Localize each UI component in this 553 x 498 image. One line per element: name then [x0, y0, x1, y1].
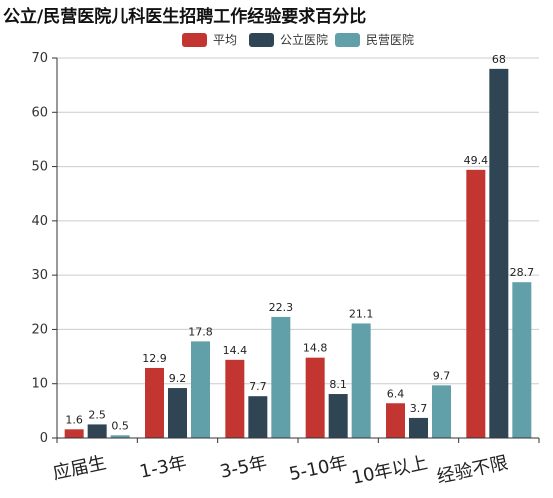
bar — [168, 388, 187, 438]
data-label: 8.1 — [329, 378, 347, 391]
data-label: 3.7 — [410, 402, 428, 415]
x-tick-label: 应届生 — [51, 452, 108, 484]
bar — [386, 403, 405, 438]
bar — [110, 435, 130, 438]
y-tick-label: 40 — [31, 214, 48, 229]
legend-item-average[interactable]: 平均 — [182, 31, 237, 48]
legend-swatch-private — [335, 32, 360, 47]
legend-item-private[interactable]: 民营医院 — [335, 31, 414, 48]
y-axis: 0 10 20 30 40 50 60 70 — [31, 51, 58, 446]
x-tick-label: 3-5年 — [218, 452, 269, 482]
y-tick-label: 70 — [31, 51, 48, 66]
bars — [64, 68, 532, 439]
data-label: 14.4 — [223, 344, 248, 357]
bar — [351, 323, 371, 438]
data-label: 68 — [492, 53, 506, 66]
bar — [409, 417, 428, 438]
y-tick-label: 0 — [40, 431, 48, 446]
data-label: 17.8 — [188, 325, 213, 338]
data-label: 21.1 — [349, 307, 374, 320]
legend-item-public[interactable]: 公立医院 — [249, 31, 328, 48]
data-label: 22.3 — [269, 301, 294, 314]
bar — [248, 396, 268, 438]
legend-label-public: 公立医院 — [280, 33, 329, 47]
bar — [64, 429, 84, 438]
data-label: 14.8 — [303, 342, 328, 355]
x-tick-label: 10年以上 — [350, 452, 430, 489]
data-label: 28.7 — [510, 266, 535, 279]
legend-label-average: 平均 — [213, 33, 238, 47]
legend-label-private: 民营医院 — [366, 33, 415, 47]
bar — [432, 385, 451, 438]
data-label: 1.6 — [65, 413, 83, 426]
legend-swatch-public — [249, 32, 274, 47]
x-tick-label: 经验不限 — [435, 452, 510, 488]
bar — [305, 357, 325, 438]
data-label: 2.5 — [88, 408, 106, 421]
data-label: 7.7 — [249, 380, 267, 393]
bar — [328, 394, 348, 438]
y-tick-label: 50 — [31, 160, 48, 175]
bar — [87, 424, 107, 438]
y-tick-label: 20 — [31, 322, 48, 337]
data-label: 0.5 — [111, 419, 129, 432]
grid-lines — [57, 57, 539, 385]
legend: 平均 公立医院 民营医院 — [0, 31, 553, 49]
legend-swatch-average — [182, 32, 207, 47]
data-label: 49.4 — [464, 154, 489, 167]
bar — [489, 68, 509, 438]
x-tick-label: 1-3年 — [138, 452, 189, 482]
bar — [225, 359, 245, 438]
data-label: 12.9 — [142, 352, 167, 365]
bar — [512, 282, 532, 438]
chart-title: 公立/民营医院儿科医生招聘工作经验要求百分比 — [3, 7, 367, 27]
data-label: 9.7 — [433, 369, 451, 382]
bar — [145, 367, 164, 438]
y-tick-label: 30 — [31, 268, 48, 283]
bar — [271, 316, 291, 438]
data-label: 6.4 — [387, 387, 405, 400]
data-labels: 1.6 2.5 0.5 12.99.2 17.8 14.4 7.7 22.3 14.8 8.1 21… — [65, 53, 534, 432]
y-tick-label: 60 — [31, 105, 48, 120]
x-axis: 应届生 1-3年 3-5年 5-10年 10年以上 经验不限 — [51, 437, 540, 489]
bar — [191, 341, 210, 438]
y-tick-label: 10 — [31, 377, 48, 392]
x-tick-label: 5-10年 — [287, 452, 349, 485]
bar — [466, 169, 486, 439]
data-label: 9.2 — [169, 372, 187, 385]
